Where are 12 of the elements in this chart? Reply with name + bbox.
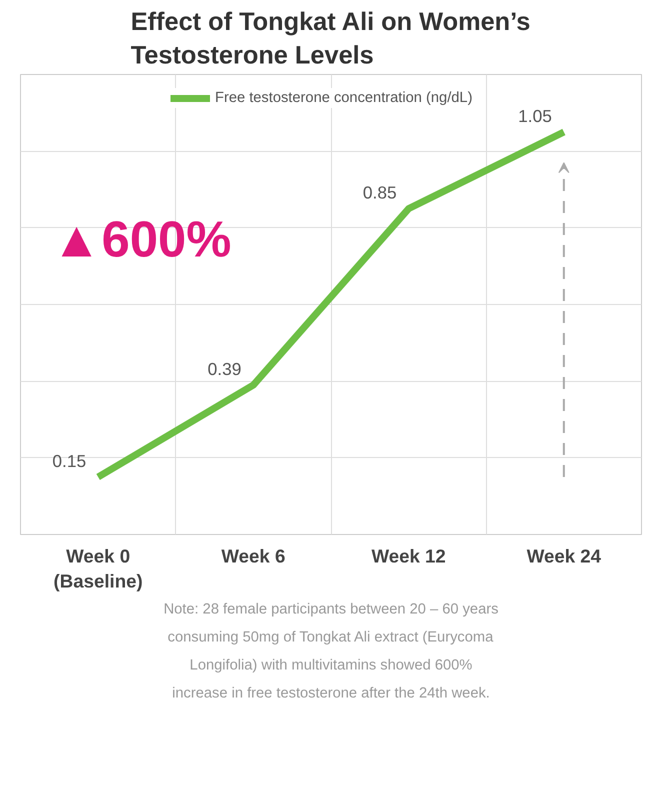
annotation: ▲600% [52,210,232,268]
legend-label: Free testosterone concentration (ng/dL) [215,89,472,108]
text: Note: 28 female participants between 20 – 60 years consuming 50mg of Tongkat Ali extract (Eurycoma Longifolia) with multivitamins showed 600% increase in free testosterone after the 24th week. [164,602,498,702]
x-tick-label: Week 0 (Baseline) [54,546,143,592]
x-tick-label: Week 6 [221,546,286,566]
data-label: 1.05 [518,106,552,126]
data-label: 0.15 [52,451,86,471]
chart-title: Effect of Tongkat Ali on Women’s Testosterone Levels [130,8,530,70]
data-label: 0.85 [362,182,397,203]
data-label: 0.39 [208,359,242,379]
x-tick-label: Week 12 [371,546,446,566]
x-tick-label: Week 24 [526,546,602,566]
